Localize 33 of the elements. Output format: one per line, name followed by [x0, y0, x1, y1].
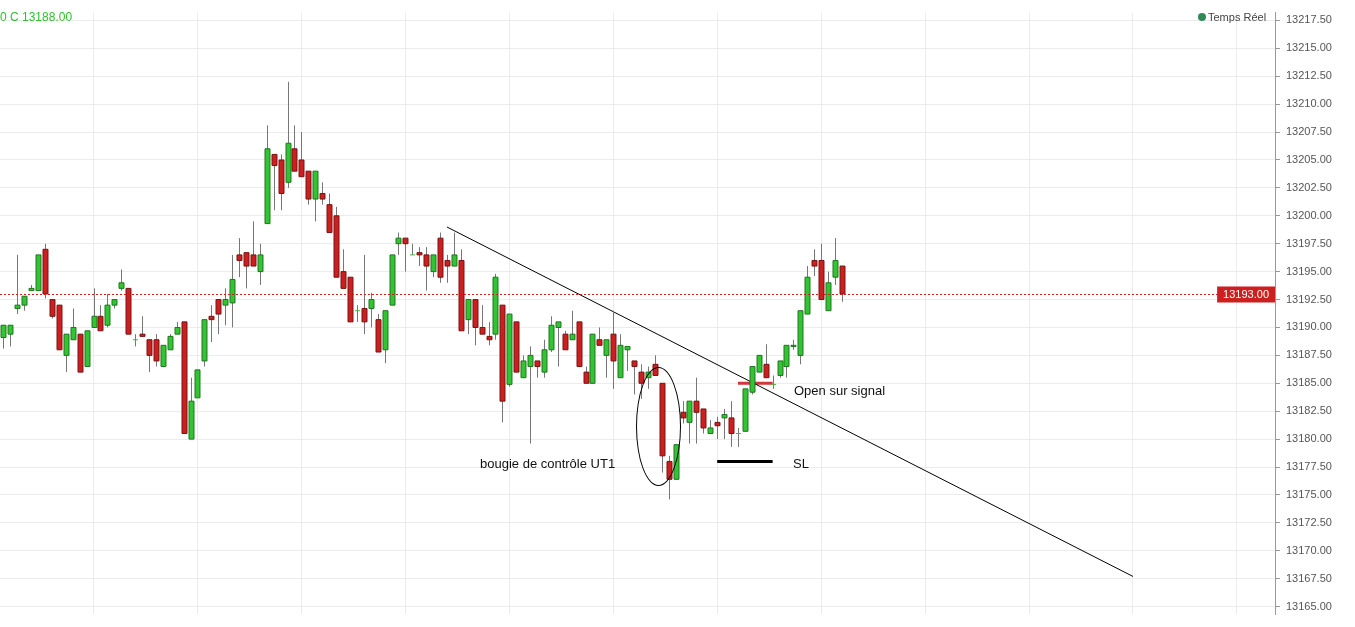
annotation: Open sur signal: [794, 383, 886, 398]
annotation: bougie de contrôle UT1: [480, 456, 616, 471]
y-tick-label: 13210.00: [1286, 97, 1332, 110]
y-tick-label: 13195.00: [1286, 264, 1332, 277]
y-tick-label: 13172.50: [1286, 515, 1332, 528]
y-tick-label: 13185.00: [1286, 376, 1332, 389]
y-tick-label: 13182.50: [1286, 404, 1332, 417]
y-tick-label: 13212.50: [1286, 69, 1332, 82]
y-tick-label: 13180.00: [1286, 432, 1332, 445]
candlestick: [770, 374, 777, 390]
y-tick-label: 13190.00: [1286, 320, 1332, 333]
y-tick-label: 13207.50: [1286, 125, 1332, 138]
y-tick-label: 13170.00: [1286, 543, 1332, 556]
y-tick-label: 13197.50: [1286, 236, 1332, 249]
candlestick: [132, 333, 139, 347]
y-tick-label: 13175.00: [1286, 487, 1332, 500]
y-tick-label: 13167.50: [1286, 571, 1332, 584]
annotation: Temps Réel: [1208, 11, 1267, 23]
annotation: 0 C 13188.00: [0, 10, 73, 24]
y-tick-label: 13165.00: [1286, 599, 1332, 612]
candlestick: [735, 427, 742, 448]
candlestick: [409, 243, 416, 256]
ref-line-label: 13193.00: [1223, 287, 1270, 300]
candlestick: [354, 304, 361, 323]
y-tick-label: 13215.00: [1286, 41, 1332, 54]
y-tick-label: 13217.50: [1286, 13, 1332, 26]
y-tick-label: 13200.00: [1286, 208, 1332, 221]
y-tick-label: 13205.00: [1286, 153, 1332, 166]
y-tick-label: 13177.50: [1286, 460, 1332, 473]
annotation: SL: [793, 456, 809, 471]
y-tick-label: 13192.50: [1286, 292, 1332, 305]
y-tick-label: 13202.50: [1286, 180, 1332, 193]
y-tick-label: 13187.50: [1286, 348, 1332, 361]
